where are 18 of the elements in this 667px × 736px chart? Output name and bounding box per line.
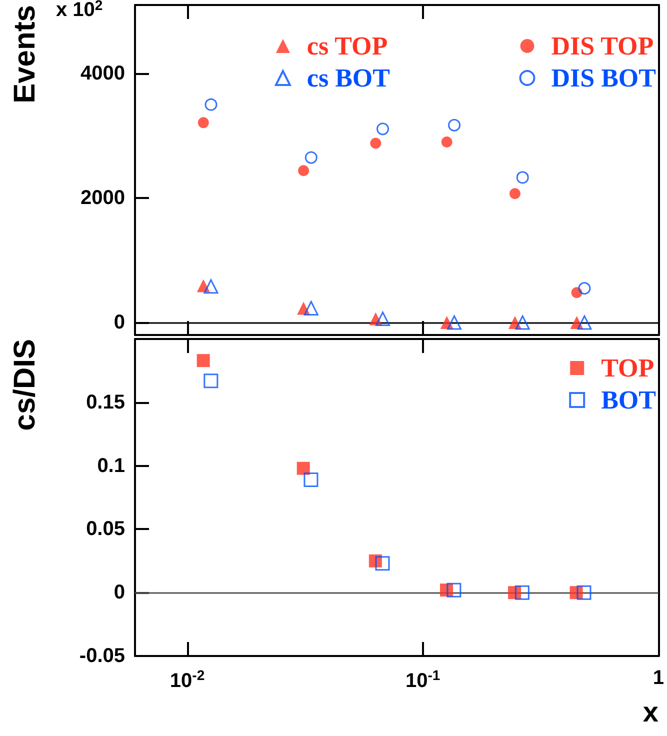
y-tick-label: 2000 (80, 187, 125, 210)
legend-label: cs TOP (306, 32, 388, 60)
y-tick-label: 4000 (80, 62, 125, 84)
legend-label: TOP (601, 354, 654, 382)
y-tick-label: 0.15 (86, 391, 125, 414)
y-tick-label: 0.1 (97, 454, 125, 477)
legend-label: cs BOT (306, 64, 390, 92)
y-tick-label: 0 (114, 582, 125, 604)
legend-label: DIS TOP (551, 32, 654, 60)
y-tick-label: 0.05 (86, 518, 125, 540)
y-tick-label: -0.05 (79, 645, 125, 667)
y-axis-title: cs/DIS (8, 339, 42, 431)
y-tick-label: 0 (114, 312, 125, 334)
x-axis-title: x (642, 696, 659, 728)
y-axis-title: Events (8, 5, 42, 104)
legend-label: BOT (601, 386, 656, 414)
legend-label: DIS BOT (551, 64, 656, 92)
x-tick-label: 1 (652, 667, 664, 689)
